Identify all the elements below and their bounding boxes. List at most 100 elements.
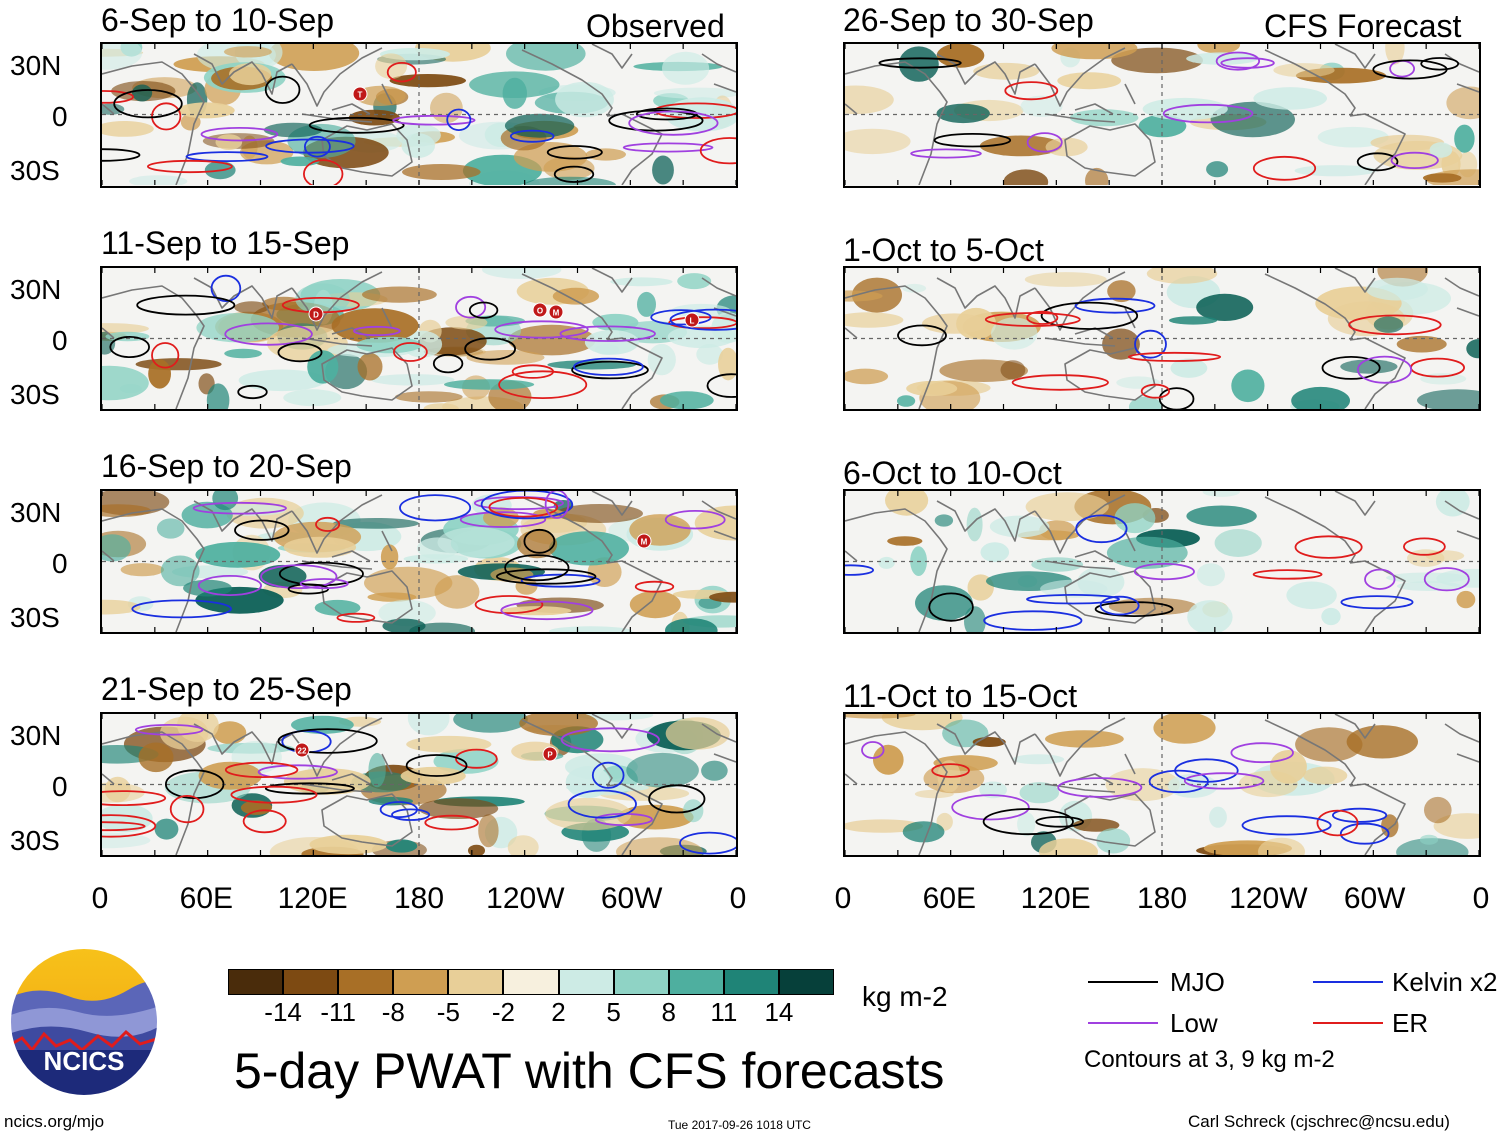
wave-contour (511, 364, 555, 379)
storm-marker-label: P (547, 751, 553, 760)
wave-contour (459, 511, 547, 528)
panel-7-period: 11-Oct to 15-Oct (843, 678, 1078, 714)
wave-contour (1174, 758, 1239, 783)
lat-label: 30N (10, 274, 62, 305)
wave-contour (277, 342, 323, 363)
wave-contour (1348, 314, 1442, 336)
pwat-map (845, 491, 1479, 632)
coastline-indonesia (291, 271, 393, 347)
colorbar-swatch (558, 969, 614, 995)
anomaly-blob (135, 358, 222, 371)
wave-contour (277, 728, 378, 754)
wave-contour (224, 322, 313, 346)
pwat-map: M (102, 491, 736, 632)
storm-marker (352, 86, 368, 102)
wave-contour (933, 132, 1012, 148)
wave-contours (102, 62, 736, 185)
lon-label: 60W (1343, 882, 1406, 915)
colorbar-swatch (778, 969, 834, 995)
wave-contour (1075, 514, 1128, 544)
panel-forecast-3 (843, 489, 1481, 634)
anomaly-blob (1424, 796, 1452, 824)
anomaly-blob (177, 102, 235, 119)
anomaly-blob (936, 44, 985, 68)
anomaly-blob (1019, 782, 1060, 804)
anomaly-blob (1466, 339, 1479, 359)
anomaly-blob (1169, 316, 1218, 325)
storm-marker (684, 312, 700, 328)
colorbar-tick: 14 (764, 997, 794, 1027)
anomaly-blob (502, 77, 527, 109)
anomaly-blob (1291, 386, 1350, 409)
anomaly-blob (878, 556, 895, 569)
anomaly-blob (1045, 730, 1124, 748)
anomaly-blob (154, 818, 179, 840)
anomaly-blob (1269, 750, 1307, 784)
anomaly-blob (206, 383, 230, 409)
anomaly-blob (160, 555, 200, 587)
anomaly-blob (845, 85, 894, 115)
anomaly-blob (263, 122, 323, 138)
wave-contour (500, 600, 594, 621)
wave-contour (405, 754, 468, 777)
wave-contour (1140, 383, 1170, 399)
coastline-indonesia (1034, 717, 1136, 793)
wave-contour (650, 309, 712, 326)
colorbar-tick: 2 (551, 997, 566, 1027)
anomaly-blob (701, 760, 728, 781)
wave-contour (336, 612, 376, 623)
forecast-label: CFS Forecast (1264, 8, 1462, 44)
colorbar-swatch (723, 969, 779, 995)
anomaly-blob (1456, 590, 1476, 609)
panel-observed-2: D O M L (100, 266, 738, 411)
anomaly-blob (370, 374, 455, 386)
coastline-africa (102, 731, 205, 855)
wave-contour (391, 808, 431, 821)
anomaly-blob (195, 541, 281, 568)
wave-contour (1390, 151, 1439, 170)
wave-contour (523, 528, 556, 554)
anomaly-blob (653, 87, 736, 99)
anomaly-blob (1072, 818, 1120, 832)
wave-contour (1252, 569, 1323, 580)
lon-label: 60E (922, 882, 977, 915)
anomaly-blob (120, 563, 164, 577)
coastline-asia (936, 277, 1036, 319)
anomaly-blob (1186, 505, 1257, 527)
anomaly-blob (934, 514, 954, 527)
anomaly-blob (368, 796, 413, 806)
wave-contours (897, 297, 1466, 409)
wave-contour (379, 801, 418, 819)
wave-contour (634, 580, 675, 593)
wave-contour (1340, 595, 1414, 610)
colorbar-tick: -5 (436, 997, 460, 1027)
anomaly-blob (845, 312, 904, 328)
wave-contour (699, 137, 736, 165)
storm-marker (548, 304, 564, 320)
anomaly-blob (1025, 492, 1109, 522)
lat-label: 30S (10, 379, 60, 410)
wave-contour (1423, 567, 1470, 592)
wave-contour (1026, 593, 1120, 605)
anomaly-blob (148, 359, 171, 389)
wave-contour (910, 148, 982, 159)
wave-contour (504, 554, 570, 582)
wave-contour (983, 610, 1083, 631)
anomaly-blob (508, 324, 596, 356)
anomaly-blob (902, 821, 945, 843)
wave-contour (234, 519, 290, 541)
panel-6-period: 6-Oct to 10-Oct (843, 455, 1062, 491)
wave-contour (496, 568, 597, 585)
coastline-asia (193, 723, 293, 765)
footer-timestamp: Tue 2017-09-26 1018 UTC (668, 1118, 811, 1132)
anomaly-blob (616, 837, 703, 855)
coastline-indonesia (291, 717, 393, 793)
lon-label: 60W (600, 882, 663, 915)
wave-contour (1357, 355, 1413, 384)
wave-contour (1420, 57, 1460, 71)
anomaly-blob (213, 721, 247, 745)
anomaly-blob (585, 148, 626, 161)
lon-label: 0 (834, 882, 852, 915)
coastline-australia (1064, 570, 1156, 624)
anomaly-blob (1340, 359, 1398, 374)
